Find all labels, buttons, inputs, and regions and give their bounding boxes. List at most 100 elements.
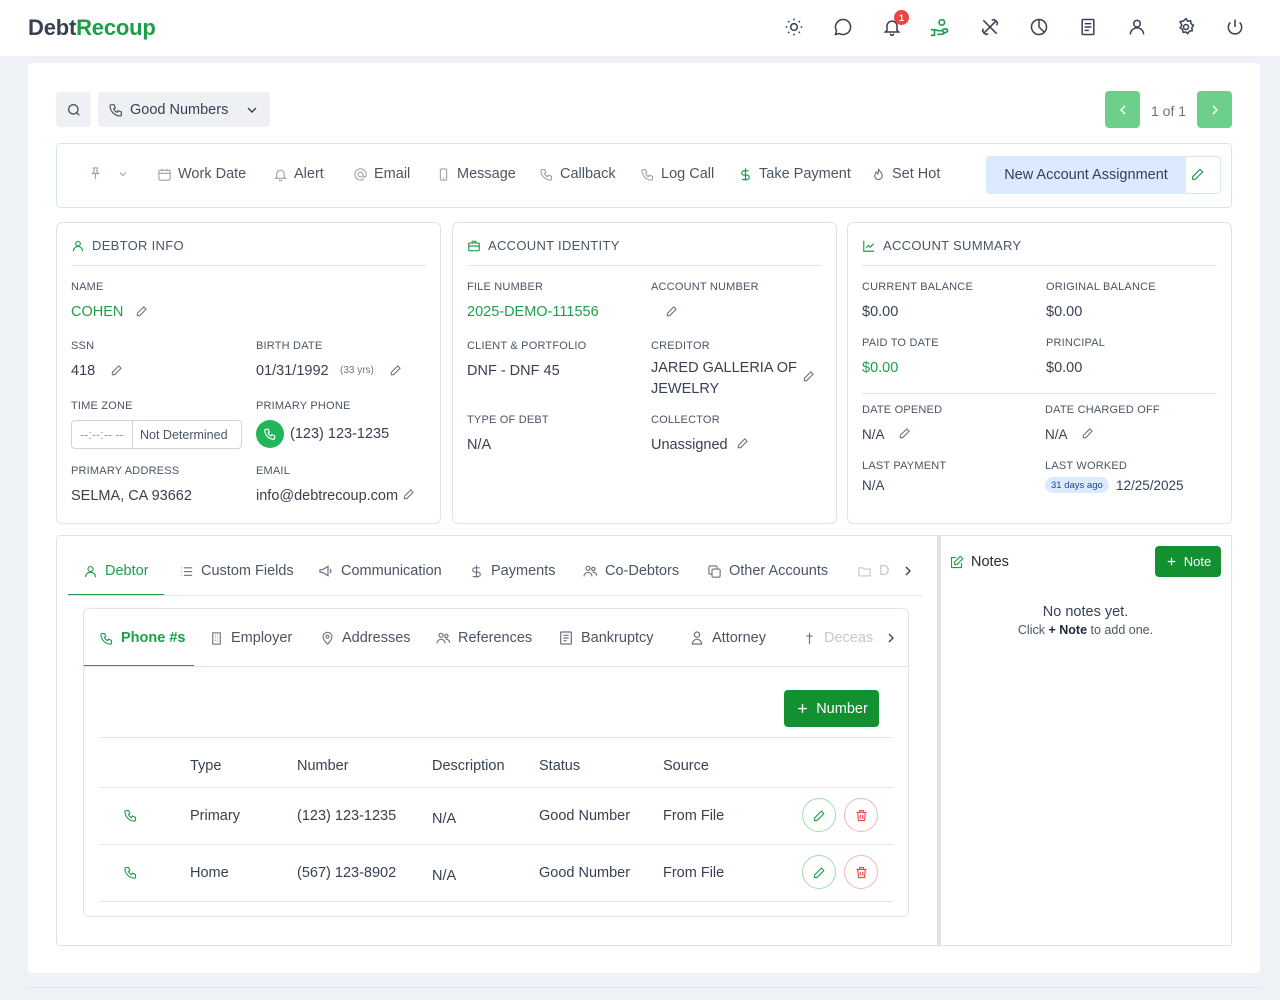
edit-row-button[interactable]: [802, 798, 836, 832]
row-number: (567) 123-8902: [297, 865, 397, 881]
col-number: Number: [297, 758, 349, 774]
dollar-icon: [472, 564, 481, 578]
tab-employer[interactable]: Employer: [209, 630, 292, 646]
phone-icon: [109, 103, 122, 117]
user-icon: [84, 565, 97, 577]
tabs-scroll-right-icon[interactable]: [900, 562, 916, 580]
last-worked-label: LAST WORKED: [1045, 460, 1128, 472]
tab-communication[interactable]: Communication: [318, 563, 442, 579]
age-value: (33 yrs): [340, 365, 374, 376]
top-bar: DebtRecoup: [0, 0, 1280, 56]
date-charged-off-label: DATE CHARGED OFF: [1045, 404, 1160, 416]
prev-page-button[interactable]: [1105, 91, 1140, 128]
edit-assignment-icon[interactable]: [1190, 166, 1206, 182]
edit-date-opened-icon[interactable]: [898, 426, 912, 440]
tab-bankruptcy[interactable]: Bankruptcy: [558, 630, 654, 646]
creditor-value-line2: JEWELRY: [651, 381, 720, 397]
take-payment-button[interactable]: Take Payment: [738, 166, 851, 182]
edit-ssn-icon[interactable]: [110, 363, 124, 377]
email-button[interactable]: Email: [353, 166, 410, 182]
chart-line-icon: [863, 240, 875, 252]
tab-other-accounts[interactable]: Other Accounts: [707, 563, 828, 579]
edit-creditor-icon[interactable]: [802, 369, 816, 383]
search-button[interactable]: [56, 92, 91, 127]
phone-filter-dropdown[interactable]: Good Numbers: [98, 92, 270, 127]
account-identity-header: ACCOUNT IDENTITY: [467, 238, 620, 253]
map-pin-icon: [322, 631, 333, 645]
edit-collector-icon[interactable]: [736, 436, 750, 450]
app-logo[interactable]: DebtRecoup: [28, 15, 156, 40]
call-row-icon[interactable]: [123, 808, 138, 823]
edit-row-button[interactable]: [802, 855, 836, 889]
search-icon: [67, 103, 80, 116]
document-icon[interactable]: [1077, 16, 1099, 38]
edit-date-charged-icon[interactable]: [1081, 426, 1095, 440]
copy-icon: [708, 564, 721, 578]
megaphone-icon: [319, 565, 332, 577]
power-icon[interactable]: [1224, 16, 1246, 38]
tab-deceased-partial[interactable]: Decease: [802, 630, 874, 646]
notes-panel: [938, 535, 1232, 946]
delete-row-button[interactable]: [844, 855, 878, 889]
work-date-button[interactable]: Work Date: [157, 166, 246, 182]
add-note-button[interactable]: Note: [1155, 546, 1221, 577]
tab-attorney[interactable]: Attorney: [689, 630, 766, 646]
trash-icon: [856, 809, 866, 821]
alert-button[interactable]: Alert: [273, 166, 324, 182]
tab-addresses[interactable]: Addresses: [320, 630, 411, 646]
debtor-name: COHEN: [71, 304, 124, 320]
pencil-icon: [813, 809, 825, 821]
mobile-icon: [439, 167, 448, 181]
current-balance-label: CURRENT BALANCE: [862, 281, 973, 293]
tools-icon[interactable]: [979, 16, 1001, 38]
collector-value: Unassigned: [651, 437, 728, 453]
tab-payments[interactable]: Payments: [469, 563, 555, 579]
call-row-icon[interactable]: [123, 865, 138, 880]
notes-header: Notes: [949, 554, 1009, 570]
user-icon[interactable]: [1126, 16, 1148, 38]
tab-co-debtors[interactable]: Co-Debtors: [582, 563, 679, 579]
subtabs-scroll-right-icon[interactable]: [883, 629, 899, 647]
clock-chart-icon[interactable]: [1028, 16, 1050, 38]
add-number-button[interactable]: Number: [784, 690, 879, 727]
name-label: NAME: [71, 281, 104, 293]
person-icon: [691, 631, 703, 645]
tab-documents-partial[interactable]: D: [857, 563, 889, 579]
chat-icon[interactable]: [832, 16, 854, 38]
date-opened-label: DATE OPENED: [862, 404, 943, 416]
pencil-icon: [813, 866, 825, 878]
call-phone-button[interactable]: [256, 420, 284, 448]
pin-dropdown[interactable]: [88, 166, 129, 181]
message-button[interactable]: Message: [436, 166, 516, 182]
edit-name-icon[interactable]: [135, 304, 149, 318]
next-page-button[interactable]: [1197, 91, 1232, 128]
row-description: N/A: [432, 811, 457, 827]
document-text-icon: [560, 631, 572, 645]
tab-debtor[interactable]: Debtor: [83, 563, 149, 579]
callback-button[interactable]: Callback: [539, 166, 616, 182]
set-hot-button[interactable]: Set Hot: [871, 166, 940, 182]
edit-birth-icon[interactable]: [389, 363, 403, 377]
tab-references[interactable]: References: [435, 630, 532, 646]
notes-hint: Click + Note to add one.: [1017, 623, 1154, 637]
delete-row-button[interactable]: [844, 798, 878, 832]
tab-phone-numbers[interactable]: Phone #s: [99, 630, 185, 646]
gear-icon[interactable]: [1175, 16, 1197, 38]
hand-coin-icon[interactable]: [929, 16, 951, 38]
building-icon: [212, 631, 221, 645]
row-status: Good Number: [539, 865, 631, 881]
bell-icon: [274, 169, 287, 181]
account-summary-card: [847, 222, 1232, 524]
sun-icon[interactable]: [783, 16, 805, 38]
edit-email-icon[interactable]: [402, 487, 416, 501]
chevron-right-icon: [1211, 104, 1218, 115]
birth-date-value: 01/31/1992: [256, 363, 329, 379]
tab-custom-fields[interactable]: Custom Fields: [179, 563, 294, 579]
log-call-button[interactable]: Log Call: [640, 166, 714, 182]
col-status: Status: [539, 758, 581, 774]
flame-icon: [874, 168, 883, 180]
chevron-left-icon: [1119, 104, 1126, 115]
edit-account-number-icon[interactable]: [665, 304, 679, 318]
primary-phone-label: PRIMARY PHONE: [256, 400, 351, 412]
new-account-assignment-button[interactable]: New Account Assignment: [986, 156, 1186, 194]
